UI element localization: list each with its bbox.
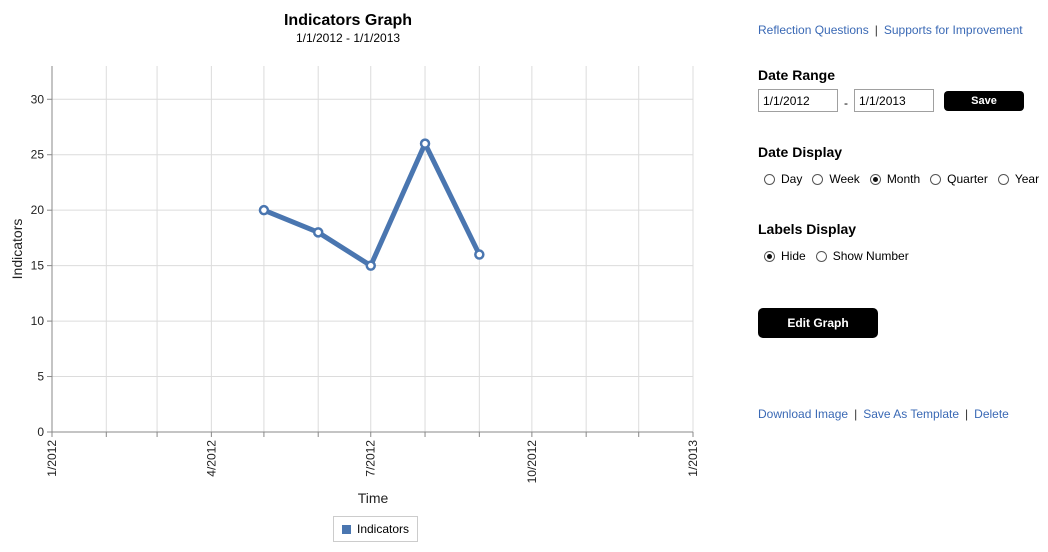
y-tick-label: 0 <box>37 425 44 439</box>
chart-title: Indicators Graph <box>283 12 413 29</box>
date-range-separator: - <box>844 96 848 110</box>
supports-for-improvement-link[interactable]: Supports for Improvement <box>883 23 1023 37</box>
labels-display-options: Hide Show Number <box>764 249 919 263</box>
link-separator: | <box>965 407 969 421</box>
radio-quarter[interactable] <box>930 173 942 185</box>
edit-graph-button[interactable]: Edit Graph <box>758 308 878 338</box>
top-links: Reflection Questions | Supports for Improv… <box>758 23 1023 37</box>
line-chart: 0 5 10 15 20 25 30 1/2012 4/2012 7/2012 10/2012 1/2… <box>9 66 700 506</box>
y-axis-title: Indicators <box>9 219 25 280</box>
x-tick-label: 10/2012 <box>525 440 539 484</box>
chart-subtitle: 1/1/2012 - 1/1/2013 <box>295 31 401 45</box>
data-point <box>312 227 324 238</box>
radio-year-label: Year <box>1014 172 1040 186</box>
radio-hide-label: Hide <box>781 249 806 263</box>
series-line <box>261 141 482 269</box>
link-separator: | <box>874 23 878 37</box>
labels-display-hide[interactable]: Hide <box>764 249 806 263</box>
x-tick-label: 7/2012 <box>364 440 378 477</box>
radio-hide[interactable] <box>764 250 775 262</box>
y-tick-label: 30 <box>31 92 45 106</box>
labels-display-show-number[interactable]: Show Number <box>815 249 909 263</box>
date-display-options: Day Week Month Quarter Year <box>764 172 1039 186</box>
date-display-quarter[interactable]: Quarter <box>930 172 988 186</box>
radio-quarter-label: Quarter <box>947 172 988 186</box>
save-button[interactable]: Save <box>944 91 1024 111</box>
data-point <box>474 249 485 260</box>
x-tick-label: 1/2013 <box>686 440 700 477</box>
radio-month-label: Month <box>886 172 921 186</box>
data-point <box>365 260 376 271</box>
date-display-month[interactable]: Month <box>869 172 921 186</box>
data-point <box>258 204 270 216</box>
data-point <box>419 138 431 149</box>
x-tick-label: 4/2012 <box>204 440 218 477</box>
x-tick-label: 1/2012 <box>45 440 59 477</box>
x-axis-title: Time <box>358 490 389 506</box>
chart-area: Indicators Graph 1/1/2012 - 1/1/2013 0 5 1… <box>9 12 700 542</box>
radio-week-label: Week <box>829 172 860 186</box>
y-tick-label: 15 <box>31 259 45 273</box>
y-tick-label: 5 <box>37 370 44 384</box>
labels-display-title: Labels Display <box>758 221 857 237</box>
radio-month[interactable] <box>869 173 881 185</box>
y-tick-label: 20 <box>31 203 45 217</box>
radio-show-number-label: Show Number <box>832 249 909 263</box>
radio-week[interactable] <box>812 173 824 185</box>
delete-link[interactable]: Delete <box>974 407 1009 421</box>
radio-day-label: Day <box>781 172 803 186</box>
legend-label: Indicators <box>357 522 410 536</box>
radio-show-number[interactable] <box>815 250 827 262</box>
end-date-input[interactable] <box>854 89 934 112</box>
date-display-day[interactable]: Day <box>764 172 802 186</box>
date-display-week[interactable]: Week <box>812 172 860 186</box>
link-separator: | <box>854 407 858 421</box>
reflection-questions-link[interactable]: Reflection Questions <box>758 23 869 37</box>
control-panel: Reflection Questions | Supports for Improv… <box>758 0 1048 552</box>
date-display-year[interactable]: Year <box>997 172 1040 186</box>
legend-swatch <box>342 524 351 534</box>
y-tick-label: 10 <box>31 314 45 328</box>
date-display-title: Date Display <box>758 144 843 160</box>
legend[interactable]: Indicators <box>333 516 419 542</box>
y-tick-label: 25 <box>31 148 45 162</box>
save-as-template-link[interactable]: Save As Template <box>863 407 960 421</box>
radio-day[interactable] <box>764 173 775 185</box>
date-range-title: Date Range <box>758 67 836 83</box>
radio-year[interactable] <box>997 173 1009 185</box>
bottom-links: Download Image | Save As Template | Delete <box>758 407 1009 421</box>
download-image-link[interactable]: Download Image <box>758 407 849 421</box>
start-date-input[interactable] <box>758 89 838 112</box>
